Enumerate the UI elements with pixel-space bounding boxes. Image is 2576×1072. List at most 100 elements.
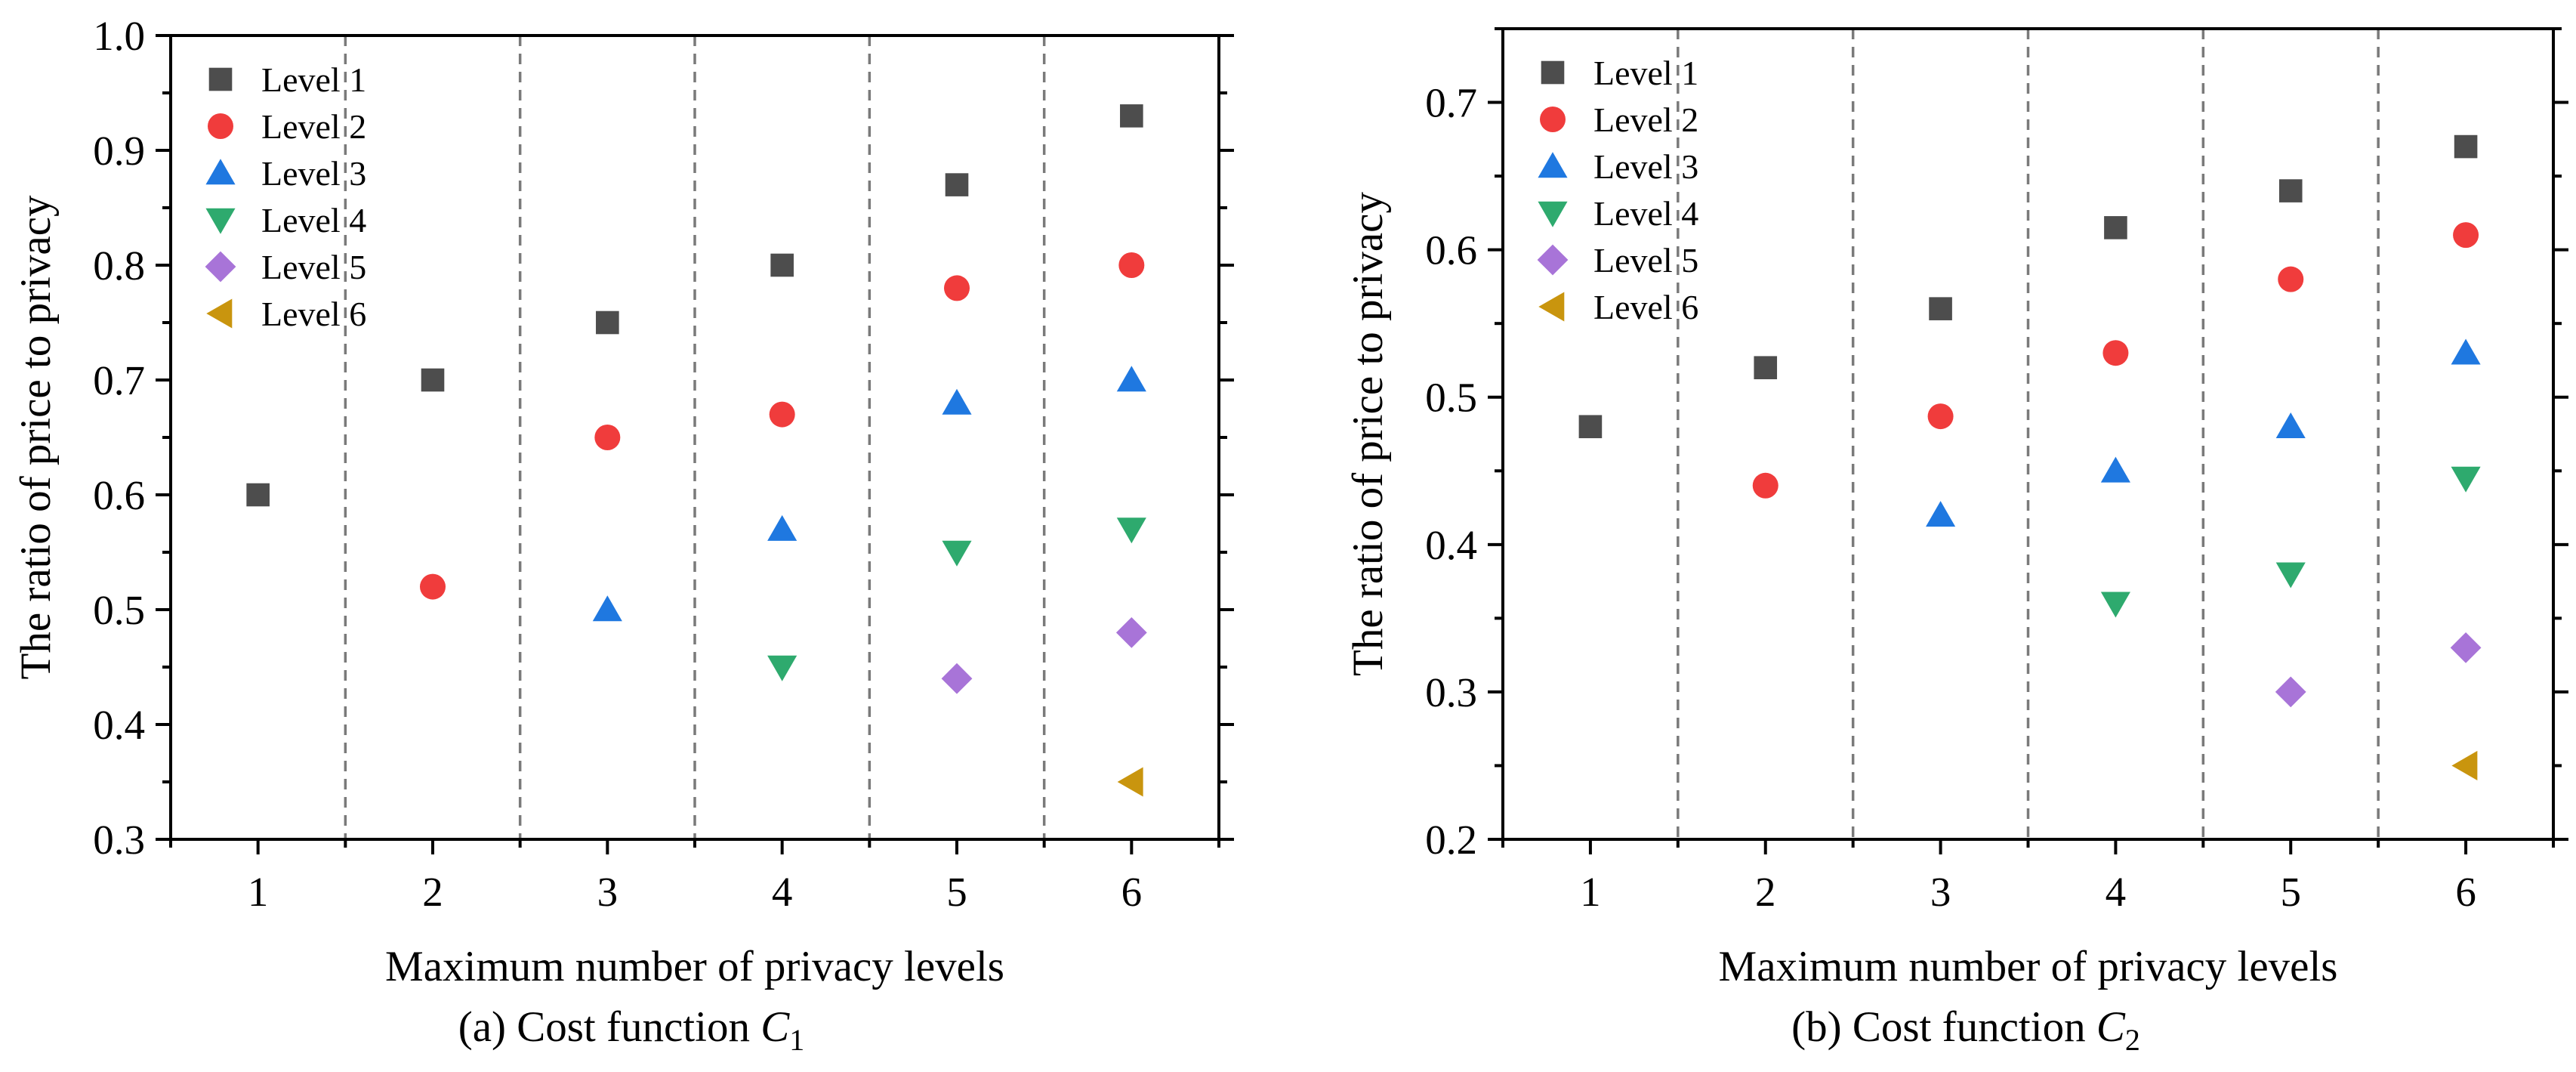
- data-point: [1926, 501, 1956, 527]
- x-tick-label: 1: [248, 869, 269, 915]
- data-point: [2275, 562, 2306, 589]
- data-point: [945, 173, 969, 196]
- x-tick-label: 4: [2106, 869, 2127, 915]
- legend-label: Level 6: [1593, 288, 1698, 326]
- legend-label: Level 2: [1593, 100, 1698, 139]
- series-4: [2100, 466, 2481, 618]
- caption-subscript: 1: [789, 1023, 804, 1057]
- y-axis-label: The ratio of price to privacy: [12, 195, 60, 679]
- legend-label: Level 5: [261, 248, 366, 286]
- x-tick-label: 1: [1580, 869, 1601, 915]
- y-tick-label: 0.6: [93, 472, 145, 518]
- data-point: [2278, 266, 2304, 292]
- data-point: [1116, 366, 1146, 392]
- series-1: [1578, 134, 2478, 439]
- data-point: [769, 401, 795, 428]
- y-tick-label: 0.4: [1425, 522, 1477, 568]
- legend-label: Level 1: [1593, 54, 1698, 92]
- data-point: [596, 310, 619, 335]
- data-point: [944, 275, 970, 301]
- data-point: [942, 388, 972, 415]
- data-point: [767, 514, 797, 541]
- y-tick-label: 0.9: [93, 128, 145, 174]
- data-point: [592, 595, 622, 622]
- y-tick-label: 0.7: [1425, 80, 1477, 126]
- legend-marker: [1540, 107, 1566, 132]
- x-tick-label: 3: [597, 869, 619, 915]
- legend-label: Level 5: [1593, 241, 1698, 280]
- y-axis-label: The ratio of price to privacy: [1344, 192, 1392, 676]
- x-tick-label: 5: [2281, 869, 2302, 915]
- legend-marker: [1537, 244, 1569, 276]
- data-point: [2453, 222, 2479, 249]
- legend-label: Level 1: [261, 60, 366, 99]
- legend-marker: [1538, 292, 1565, 322]
- x-tick-label: 6: [1121, 869, 1143, 915]
- legend-marker: [208, 67, 233, 91]
- x-tick-label: 5: [946, 869, 967, 915]
- caption-symbol: C: [2096, 1003, 2126, 1051]
- legend: Level 1 Level 2 Level 3 Level 4 Level 5 Level…: [205, 60, 366, 333]
- data-point: [942, 540, 972, 567]
- series-1: [246, 104, 1143, 507]
- data-point: [2454, 134, 2478, 159]
- data-point: [941, 663, 973, 694]
- legend-marker: [1538, 201, 1568, 227]
- y-tick-label: 1.0: [93, 13, 145, 59]
- legend-marker: [206, 298, 233, 329]
- legend-label: Level 4: [1593, 194, 1698, 233]
- caption-prefix: (b) Cost function: [1791, 1003, 2096, 1051]
- legend-marker: [1538, 152, 1568, 178]
- data-point: [2451, 466, 2481, 493]
- series-6: [2451, 750, 2478, 781]
- y-tick-label: 0.6: [1425, 227, 1477, 273]
- panel-b: 0.2 0.3 0.4 0.5 0.6 0.7 1 2 3 4 5 6 Maximum number o…: [1344, 27, 2568, 1057]
- caption-prefix: (a) Cost function: [458, 1003, 761, 1051]
- y-tick-label: 0.5: [93, 587, 145, 633]
- legend-marker: [1541, 60, 1565, 85]
- data-point: [2100, 456, 2130, 483]
- data-point: [1754, 356, 1778, 380]
- x-tick-label: 2: [1755, 869, 1776, 915]
- data-point: [1929, 297, 1952, 320]
- data-point: [2450, 632, 2482, 663]
- y-tick-label: 0.3: [93, 817, 145, 863]
- data-point: [420, 573, 446, 600]
- panel-caption: (b) Cost function C2: [1791, 1003, 2140, 1057]
- legend-label: Level 6: [261, 295, 366, 333]
- series-3: [592, 366, 1146, 622]
- x-tick-label: 3: [1930, 869, 1951, 915]
- panel-a: 0.3 0.4 0.5 0.6 0.7 0.8 0.9 1.0 1 2 3 4 5 6 Maximum nu…: [12, 13, 1234, 1057]
- data-point: [2451, 338, 2481, 365]
- caption-symbol: C: [760, 1003, 790, 1051]
- legend-label: Level 2: [261, 107, 366, 146]
- legend-marker: [205, 208, 236, 234]
- y-tick-label: 0.7: [93, 357, 145, 403]
- legend-marker: [205, 159, 236, 185]
- data-point: [421, 368, 445, 392]
- data-point: [1927, 403, 1954, 430]
- data-point: [246, 483, 270, 507]
- data-point: [2102, 340, 2129, 366]
- data-point: [767, 655, 797, 681]
- data-point: [1115, 617, 1147, 648]
- data-point: [2100, 592, 2130, 618]
- data-point: [1116, 517, 1146, 544]
- data-point: [2275, 676, 2306, 708]
- caption-subscript: 2: [2125, 1023, 2140, 1057]
- y-tick-label: 0.2: [1425, 817, 1477, 863]
- series-4: [767, 517, 1146, 681]
- series-5: [941, 617, 1147, 694]
- data-point: [1118, 252, 1145, 278]
- y-tick-label: 0.8: [93, 243, 145, 289]
- y-tick-label: 0.5: [1425, 375, 1477, 421]
- legend-label: Level 3: [1593, 147, 1698, 186]
- data-point: [1752, 472, 1779, 499]
- data-point: [2104, 216, 2127, 239]
- x-tick-label: 4: [772, 869, 793, 915]
- y-tick-label: 0.3: [1425, 669, 1477, 715]
- series-5: [2275, 632, 2482, 708]
- data-point: [2451, 750, 2478, 781]
- y-tick-label: 0.4: [93, 702, 145, 748]
